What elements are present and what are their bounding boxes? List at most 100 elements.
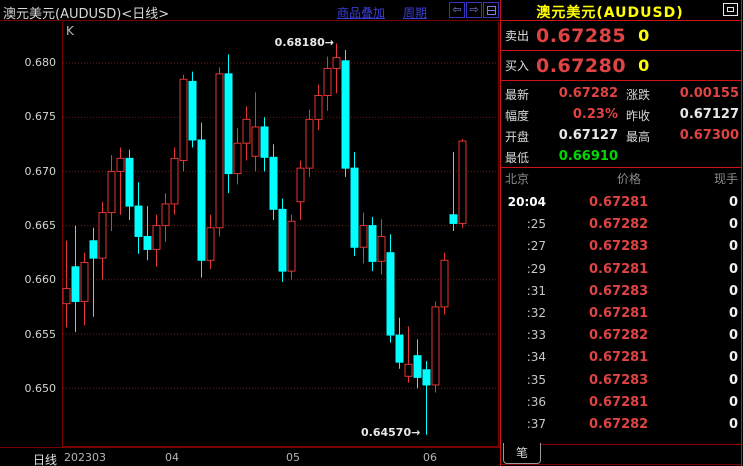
title-bar: 澳元美元(AUDUSD)<日线> 商品叠加 周期 ⇦ ⇨ xyxy=(0,0,500,22)
stat-row: 最低 0.66910 xyxy=(501,149,741,169)
tick-price: 0.67281 xyxy=(589,350,649,366)
x-axis-label: 06 xyxy=(423,451,437,464)
y-axis-label: 0.660 xyxy=(24,273,57,287)
tick-row: :32 0.67281 0 xyxy=(501,303,741,325)
tick-row: :37 0.67282 0 xyxy=(501,414,741,436)
candle-down xyxy=(395,334,404,363)
maximize-button[interactable] xyxy=(723,3,738,16)
tick-time: :27 xyxy=(526,239,546,254)
candle-down xyxy=(125,157,134,207)
overlay-link[interactable]: 商品叠加 xyxy=(337,6,386,20)
stat-label: 最新 xyxy=(505,88,530,102)
tick-time: :35 xyxy=(526,372,546,387)
stats-block: 最新 0.67282 涨跌 0.00155 幅度 0.23% 昨收 0.67127 开盘 0.67… xyxy=(501,82,741,168)
candle-up xyxy=(242,118,251,144)
stat-label: 开盘 xyxy=(505,130,530,144)
stat-row: 幅度 0.23% 昨收 0.67127 xyxy=(501,107,741,127)
stat-label: 昨收 xyxy=(626,109,651,123)
stat-row: 最新 0.67282 涨跌 0.00155 xyxy=(501,86,741,106)
col-price: 价格 xyxy=(616,172,641,186)
candle-down xyxy=(260,126,269,158)
candle-up xyxy=(251,126,260,157)
candle-down xyxy=(413,355,422,378)
tick-time: :34 xyxy=(526,350,546,365)
candle-up xyxy=(116,157,125,172)
stat-label: 涨跌 xyxy=(626,88,651,102)
sell-price: 0.67285 xyxy=(536,24,627,47)
forward-button[interactable]: ⇨ xyxy=(466,2,482,18)
candle-up xyxy=(206,227,215,261)
tick-row: :31 0.67283 0 xyxy=(501,281,741,303)
tick-price: 0.67282 xyxy=(589,417,649,432)
plot-border xyxy=(62,22,499,447)
tick-time: :25 xyxy=(526,217,546,232)
tick-volume: 0 xyxy=(728,261,738,277)
y-axis-label: 0.675 xyxy=(24,110,57,124)
tick-volume: 0 xyxy=(728,350,738,366)
candle-down xyxy=(269,156,278,210)
candle-up xyxy=(305,118,314,169)
tick-list-header: 北京 价格 现手 xyxy=(501,170,741,190)
stat-label: 最低 xyxy=(505,151,530,165)
tick-time: :32 xyxy=(526,306,546,320)
tab-bar-line xyxy=(541,444,743,445)
split-view-button[interactable] xyxy=(483,2,499,18)
candle-up xyxy=(359,225,368,248)
tick-volume: 0 xyxy=(728,217,738,233)
tick-volume: 0 xyxy=(728,372,738,388)
candlestick-plot[interactable] xyxy=(62,22,499,447)
candle-down xyxy=(341,60,350,169)
sell-label: 卖出 xyxy=(505,29,530,43)
high-annotation: 0.68180→ xyxy=(274,36,334,49)
maximize-icon xyxy=(727,7,734,12)
candle-down xyxy=(134,205,143,237)
period-link[interactable]: 周期 xyxy=(403,6,428,20)
y-axis-label: 0.680 xyxy=(24,56,57,69)
y-axis-label: 0.670 xyxy=(24,164,57,178)
tick-price: 0.67283 xyxy=(589,239,649,255)
candle-up xyxy=(323,67,332,97)
period-label: 日线 xyxy=(33,453,58,466)
tick-price: 0.67281 xyxy=(589,306,649,321)
candle-up xyxy=(431,306,440,386)
stat-label: 最高 xyxy=(626,130,651,144)
tick-row: :34 0.67281 0 xyxy=(501,347,741,369)
stat-value: 0.23% xyxy=(572,107,618,122)
candle-up xyxy=(80,261,89,302)
buy-label: 买入 xyxy=(505,59,530,73)
col-beijing-time: 北京 xyxy=(505,172,530,186)
candle-down xyxy=(197,139,206,261)
candle-up xyxy=(404,363,413,377)
tick-volume: 0 xyxy=(728,417,738,432)
tab-bi[interactable]: 笔 xyxy=(503,443,541,464)
tick-time: :29 xyxy=(526,261,546,276)
left-arrow-icon: ⇦ xyxy=(452,3,462,16)
candle-up xyxy=(161,203,170,227)
candle-up xyxy=(440,259,449,308)
indicator-label: K xyxy=(66,24,74,38)
low-annotation: 0.64570→ xyxy=(361,426,421,439)
candle-down xyxy=(278,208,287,272)
stat-value: 0.67127 xyxy=(558,128,618,143)
tick-time: :37 xyxy=(526,417,546,431)
candle-up xyxy=(152,225,161,250)
candle-up xyxy=(170,157,179,205)
candle-up xyxy=(98,212,107,259)
window-title: 澳元美元(AUDUSD)<日线> xyxy=(3,7,170,22)
candlestick-chart-region: K 0.680 0.675 0.670 0.665 0.660 0.655 0.650 日线… xyxy=(0,22,500,466)
tick-price: 0.67281 xyxy=(589,394,649,410)
sell-size: 0 xyxy=(638,26,650,45)
candle-down xyxy=(188,80,197,141)
y-axis-label: 0.655 xyxy=(24,327,57,341)
candle-down xyxy=(350,167,359,248)
candle-up xyxy=(314,95,323,120)
tick-row: :27 0.67283 0 xyxy=(501,236,741,258)
stat-label: 幅度 xyxy=(505,109,530,123)
tick-volume: 0 xyxy=(728,306,738,321)
candle-down xyxy=(422,369,431,386)
split-window-icon xyxy=(486,5,496,15)
candle-down xyxy=(143,235,152,250)
back-button[interactable]: ⇦ xyxy=(449,2,465,18)
candle-down xyxy=(368,225,377,262)
